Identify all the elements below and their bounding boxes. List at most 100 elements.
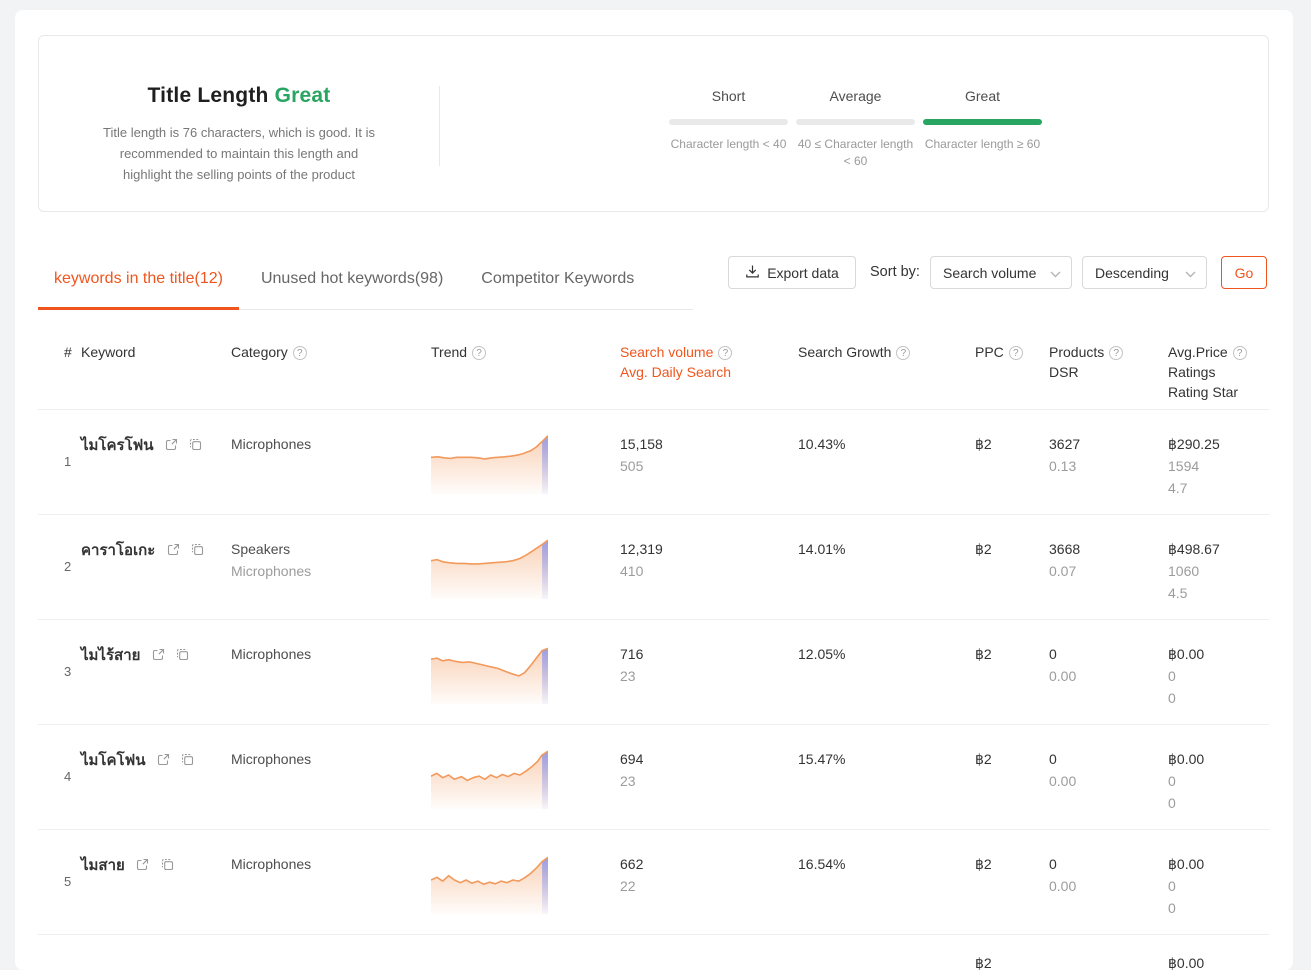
avg-daily-search-value: 23: [620, 668, 636, 684]
products-value: 0: [1049, 751, 1057, 767]
table-row: 1 ไมโครโฟน Microphones 15,158 505 10.43%…: [38, 409, 1269, 514]
rating-star-value: 0: [1168, 690, 1176, 706]
products-cell: 0 0.00: [1049, 643, 1076, 687]
avg-price-header-label: Avg.Price: [1168, 344, 1228, 360]
trend-header-label: Trend: [431, 344, 468, 360]
search-growth-value: 14.01%: [798, 541, 846, 557]
chevron-down-icon: [1050, 265, 1061, 281]
avg-price-value: ฿0.00: [1168, 751, 1205, 767]
category-primary: Speakers: [231, 541, 291, 557]
tab-keywords-in-title[interactable]: keywords in the title(12): [38, 250, 239, 310]
column-header-trend: Trend?: [431, 342, 487, 362]
trend-sparkline: [430, 850, 549, 919]
help-icon[interactable]: ?: [292, 346, 307, 360]
category-cell: Microphones: [231, 853, 311, 875]
price-cell: ฿498.67 1060 4.5: [1168, 538, 1220, 604]
search-growth-value: 10.43%: [798, 436, 846, 452]
dsr-value: 0.00: [1049, 668, 1077, 684]
keyword-text: ไมโครโฟน: [81, 437, 154, 454]
search-volume-cell: 662 22: [620, 853, 643, 897]
products-value: 0: [1049, 646, 1057, 662]
avg-daily-search-value: 410: [620, 563, 644, 579]
external-link-icon[interactable]: [157, 753, 170, 771]
avg-daily-search-value: 22: [620, 878, 636, 894]
help-icon[interactable]: ?: [718, 346, 733, 360]
meter-label: Great: [964, 88, 1000, 104]
meter-average: Average 40 ≤ Character length < 60: [796, 88, 915, 170]
go-button[interactable]: Go: [1221, 256, 1267, 289]
title-length-label: Title Length: [147, 84, 269, 107]
search-volume-header-label: Search volume: [620, 344, 714, 360]
table-row: 3 ไมไร้สาย Microphones 716 23 12.05% ฿2 …: [38, 619, 1269, 724]
price-cell: ฿0.00 0 0: [1168, 643, 1204, 709]
products-cell: 3668 0.07: [1049, 538, 1080, 582]
products-value: 0: [1049, 856, 1057, 872]
category-cell: Microphones: [231, 433, 311, 455]
table-header: # Keyword Category? Trend? Search volume…: [38, 330, 1269, 409]
tab-unused-hot-keywords[interactable]: Unused hot keywords(98): [260, 270, 444, 287]
category-primary: Microphones: [231, 436, 312, 452]
meter-great: Great Character length ≥ 60: [923, 88, 1042, 170]
column-header-category: Category?: [231, 342, 307, 362]
external-link-icon[interactable]: [167, 543, 180, 561]
trend-sparkline: [430, 745, 549, 814]
keyword-text: ไมสาย: [81, 857, 125, 874]
help-icon[interactable]: ?: [472, 346, 487, 360]
keyword-tabs: keywords in the title(12) Unused hot key…: [38, 250, 693, 310]
price-cell: ฿0.00 0 0: [1168, 748, 1204, 814]
category-secondary: Microphones: [231, 563, 312, 579]
help-icon[interactable]: ?: [896, 346, 911, 360]
title-length-summary: Title Length Great Title length is 76 ch…: [94, 84, 384, 185]
keyword-cell: ไมโครโฟน: [81, 433, 202, 457]
dsr-value: 0.00: [1049, 878, 1077, 894]
column-header-products: Products? DSR: [1049, 342, 1124, 382]
copy-icon[interactable]: [191, 543, 204, 561]
help-icon[interactable]: ?: [1232, 346, 1247, 360]
search-volume-cell: 12,319 410: [620, 538, 663, 582]
ratings-value: 1060: [1168, 563, 1200, 579]
sort-field-select[interactable]: Search volume: [930, 256, 1072, 289]
export-data-label: Export data: [767, 264, 839, 281]
search-growth-value: 16.54%: [798, 856, 846, 872]
search-volume-value: 716: [620, 646, 644, 662]
ppc-value: ฿2: [975, 955, 992, 970]
dsr-value: 0.00: [1049, 773, 1077, 789]
copy-icon[interactable]: [161, 858, 174, 876]
meter-bar-active: [923, 119, 1042, 125]
trend-sparkline: [430, 535, 549, 604]
avg-price-value: ฿0.00: [1168, 646, 1205, 662]
products-cell: 0 0.00: [1049, 748, 1076, 792]
rating-star-value: 4.7: [1168, 480, 1188, 496]
external-link-icon[interactable]: [152, 648, 165, 666]
help-icon[interactable]: ?: [1008, 346, 1023, 360]
ppc-value: ฿2: [975, 541, 992, 557]
ratings-value: 1594: [1168, 458, 1200, 474]
tab-competitor-keywords[interactable]: Competitor Keywords: [481, 270, 635, 287]
meter-bar: [796, 119, 915, 125]
search-growth-value: 15.47%: [798, 751, 846, 767]
rating-star-value: 0: [1168, 900, 1176, 916]
external-link-icon[interactable]: [136, 858, 149, 876]
ppc-value: ฿2: [975, 856, 992, 872]
export-data-button[interactable]: Export data: [728, 256, 856, 289]
keyword-cell: ไมโคโฟน: [81, 748, 194, 772]
ppc-value: ฿2: [975, 436, 992, 452]
external-link-icon[interactable]: [165, 438, 178, 456]
column-header-search-volume: Search volume? Avg. Daily Search: [620, 342, 733, 382]
copy-icon[interactable]: [189, 438, 202, 456]
avg-daily-search-value: 505: [620, 458, 644, 474]
copy-icon[interactable]: [176, 648, 189, 666]
ratings-header-label: Ratings: [1168, 364, 1216, 380]
meter-label: Short: [711, 88, 746, 104]
products-value: 3627: [1049, 436, 1081, 452]
keyword-cell: คาราโอเกะ: [81, 538, 204, 562]
copy-icon[interactable]: [181, 753, 194, 771]
column-header-keyword: Keyword: [81, 344, 136, 360]
help-icon[interactable]: ?: [1109, 346, 1124, 360]
sort-order-select[interactable]: Descending: [1082, 256, 1207, 289]
row-number: 2: [64, 559, 72, 574]
price-cell: ฿0.00 0 0: [1168, 853, 1204, 919]
trend-sparkline: [430, 430, 549, 499]
table-row-partial: ฿2 ฿0.00: [38, 934, 1269, 970]
